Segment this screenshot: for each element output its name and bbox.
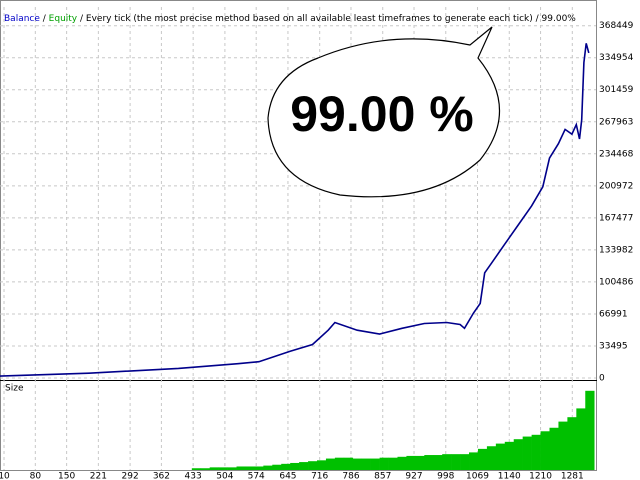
size-bar [200, 468, 210, 470]
size-bar [281, 463, 291, 470]
x-tick-label: 716 [311, 472, 328, 480]
size-bar [325, 458, 336, 470]
size-bar [245, 466, 255, 470]
size-bar [522, 436, 532, 470]
separator: / [77, 14, 86, 24]
x-tick-label: 998 [437, 472, 454, 480]
chart-header: Balance / Equity / Every tick (the most … [4, 14, 576, 24]
y-tick-label: 200972 [599, 181, 633, 191]
size-bar [236, 466, 246, 470]
x-tick-label: 786 [342, 472, 359, 480]
x-tick-label: 1281 [561, 472, 584, 480]
size-bar [406, 455, 416, 470]
size-bar [209, 467, 219, 470]
speech-bubble [267, 26, 501, 198]
size-bar [227, 467, 237, 470]
y-tick-label: 100486 [599, 277, 634, 287]
x-tick-label: 292 [122, 472, 139, 480]
marks [0, 43, 595, 470]
size-bar [451, 454, 461, 470]
panel-title: Size [5, 384, 24, 394]
y-tick-label: 368449 [599, 21, 634, 31]
y-tick-label: 133982 [599, 245, 633, 255]
size-bar [460, 454, 470, 470]
legend-entry: Balance [4, 14, 40, 24]
size-bar [424, 455, 434, 470]
size-bar [397, 456, 407, 470]
y-tick-label: 334954 [599, 53, 634, 63]
size-bar [576, 408, 586, 470]
annotation: 99.00 % [290, 86, 473, 142]
x-tick-label: 574 [248, 472, 265, 480]
x-tick-label: 362 [153, 472, 170, 480]
size-bar [495, 443, 506, 470]
y-tick-label: 167477 [599, 213, 633, 223]
x-tick-label: 1140 [498, 472, 521, 480]
size-bar [486, 446, 497, 470]
size-bar [263, 465, 273, 470]
size-bar [272, 464, 282, 470]
size-bar [477, 448, 488, 470]
size-bar [191, 468, 202, 470]
y-tick-label: 0 [599, 374, 605, 384]
x-tick-label: 80 [30, 472, 42, 480]
size-bar [442, 454, 452, 470]
size-bar [567, 417, 577, 470]
size-bar [415, 455, 425, 470]
size-bar [352, 458, 363, 470]
quality: 99.00% [542, 14, 577, 24]
size-bar [308, 461, 318, 470]
size-bar [504, 441, 515, 470]
x-tick-label: 150 [58, 472, 75, 480]
separator: / [533, 14, 542, 24]
x-tick-label: 504 [216, 472, 233, 480]
x-tick-label: 1069 [466, 472, 489, 480]
size-bar [254, 466, 264, 470]
size-bar [540, 431, 550, 470]
size-bar [299, 462, 309, 470]
x-tick-label: 10 [0, 472, 10, 480]
x-tick-label: 1210 [529, 472, 552, 480]
x-tick-label: 645 [279, 472, 296, 480]
size-bar [218, 467, 228, 470]
grid [0, 7, 596, 470]
y-tick-label: 301459 [599, 85, 634, 95]
balance-line [0, 43, 590, 377]
size-bar [469, 452, 479, 470]
x-tick-label: 927 [405, 472, 422, 480]
y-tick-label: 267963 [599, 117, 633, 127]
legend-entry: Equity [49, 14, 78, 24]
y-tick-label: 234468 [599, 149, 634, 159]
size-bar [531, 434, 541, 470]
size-bar [388, 457, 398, 470]
y-tick-label: 33495 [599, 341, 628, 351]
subtitle: Every tick (the most precise method base… [86, 14, 533, 24]
size-bar [343, 457, 354, 470]
size-bar [361, 458, 371, 470]
size-bar [558, 421, 568, 470]
size-bar [317, 460, 327, 470]
separator: / [40, 14, 49, 24]
size-bar [334, 457, 345, 470]
x-tick-label: 857 [374, 472, 391, 480]
x-tick-label: 433 [185, 472, 202, 480]
size-bar [290, 462, 300, 470]
size-bar [585, 390, 595, 470]
y-tick-label: 66991 [599, 309, 628, 319]
x-tick-label: 221 [90, 472, 107, 480]
size-bar [549, 427, 559, 470]
size-bar [513, 439, 523, 470]
size-bar [370, 458, 380, 470]
size-bar [433, 455, 443, 470]
size-bar [379, 457, 389, 470]
